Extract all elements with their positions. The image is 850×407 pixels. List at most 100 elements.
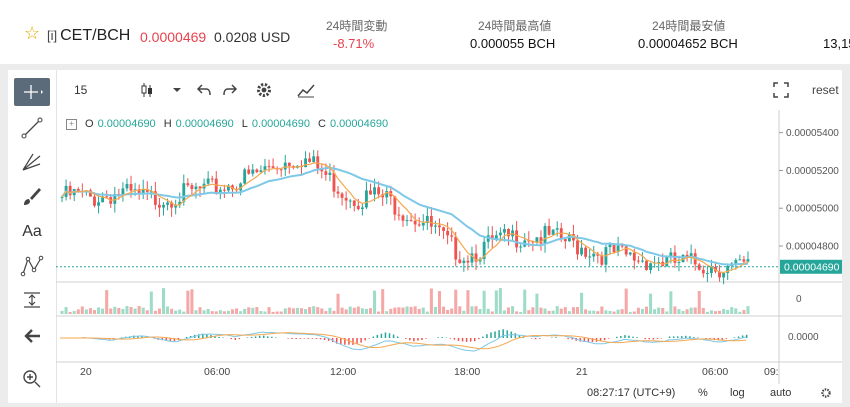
macd-histogram-bar xyxy=(360,338,362,343)
volume-bar xyxy=(543,308,547,314)
redo-button[interactable] xyxy=(222,81,238,99)
volume-bar xyxy=(580,292,584,314)
candle-body xyxy=(304,158,307,168)
reset-button[interactable]: reset xyxy=(812,81,839,99)
price-tick-label: 0.00005400 xyxy=(786,128,839,139)
candle-body xyxy=(60,196,64,198)
candle-body xyxy=(377,187,381,195)
volume-bar xyxy=(563,307,567,314)
candles-layer xyxy=(60,149,750,285)
candle-body xyxy=(624,246,628,255)
macd-zero-label: 0.0000 xyxy=(788,332,819,343)
volume-bar xyxy=(377,311,381,314)
volume-bar xyxy=(279,311,283,314)
volume-bar xyxy=(685,309,689,314)
candle-body xyxy=(365,190,368,208)
chart-type-dropdown[interactable] xyxy=(172,81,182,99)
candle-body xyxy=(620,245,624,247)
volume-bar xyxy=(454,289,458,314)
volume-bar xyxy=(433,306,437,314)
volume-bar xyxy=(97,307,101,314)
collapse-legend-icon[interactable]: + xyxy=(66,118,77,130)
log-toggle[interactable]: log xyxy=(730,387,745,399)
high-value: 0.000055 BCH xyxy=(470,36,556,51)
percent-toggle[interactable]: % xyxy=(698,387,708,399)
measure-tool[interactable] xyxy=(14,286,50,314)
volume-bar xyxy=(291,308,295,314)
price-tick-label: 0.00005000 xyxy=(786,204,839,215)
candle-body xyxy=(494,235,498,240)
candle-body xyxy=(344,197,348,201)
volume-bar xyxy=(157,308,161,314)
volume-bar xyxy=(324,311,328,314)
interval-selector[interactable]: 15 xyxy=(74,81,87,99)
trend-line-tool[interactable] xyxy=(14,114,50,142)
price-chart[interactable]: 0.00005400 0.00005200 0.00005000 0.00004800… xyxy=(8,70,842,384)
candle-body xyxy=(482,241,486,259)
macd-histogram-bar xyxy=(352,338,354,345)
chart-type-button[interactable] xyxy=(140,81,154,99)
high-label: 24時間最高値 xyxy=(478,19,552,33)
zoom-tool[interactable] xyxy=(14,364,50,392)
macd-histogram-bar xyxy=(571,338,573,340)
candle-body xyxy=(348,200,352,202)
macd-histogram-bar xyxy=(668,336,671,338)
undo-button[interactable] xyxy=(196,81,212,99)
favorite-star-icon[interactable]: ☆ xyxy=(24,23,41,43)
volume-bar xyxy=(693,307,697,314)
macd-histogram-bar xyxy=(514,333,517,338)
volume-bar xyxy=(344,309,348,314)
candle-body xyxy=(632,252,636,261)
arrow-left-icon xyxy=(24,329,40,343)
candle-body xyxy=(551,229,555,235)
macd-histogram-bar xyxy=(583,338,586,342)
remove-tool[interactable] xyxy=(14,322,50,350)
macd-histogram-bar xyxy=(721,338,724,340)
candle-body xyxy=(170,202,174,208)
candle-body xyxy=(210,178,214,180)
macd-histogram-bar xyxy=(291,338,293,339)
fullscreen-button[interactable] xyxy=(772,81,790,99)
settings-button[interactable] xyxy=(255,81,273,99)
brush-tool[interactable] xyxy=(14,182,50,210)
volume-bar xyxy=(584,309,588,314)
time-tick-label: 20 xyxy=(80,366,92,378)
chart-settings-gear-icon[interactable] xyxy=(820,387,832,399)
macd-histogram-bar xyxy=(214,335,216,338)
candle-body xyxy=(474,253,478,262)
macd-histogram-bar xyxy=(498,330,500,338)
volume-bar xyxy=(153,310,157,314)
volume-bar xyxy=(76,309,80,314)
low-label-ohlc: L xyxy=(241,118,248,130)
volume-bar xyxy=(170,308,174,314)
volume-bar xyxy=(105,290,109,314)
volume-bar xyxy=(417,308,421,314)
indicators-button[interactable] xyxy=(296,81,316,99)
candle-body xyxy=(446,230,450,236)
candle-body xyxy=(137,189,141,194)
volume-bar xyxy=(482,290,486,314)
macd-histogram-bar xyxy=(189,335,192,338)
auto-toggle[interactable]: auto xyxy=(770,387,792,399)
macd-histogram-bar xyxy=(396,336,399,338)
candle-body xyxy=(324,171,328,175)
pattern-tool[interactable] xyxy=(14,252,50,280)
chart-topbar: 15 reset xyxy=(56,70,842,110)
volume-value: 13,15 xyxy=(823,36,850,51)
candle-body xyxy=(174,205,178,208)
text-tool[interactable]: Aa xyxy=(14,218,50,246)
crosshair-tool[interactable] xyxy=(14,78,50,106)
volume-bar xyxy=(68,311,72,314)
candle-body xyxy=(113,194,117,204)
fib-tool[interactable] xyxy=(14,148,50,176)
volume-bar xyxy=(681,310,685,314)
macd-histogram-bar xyxy=(437,337,439,338)
candle-body xyxy=(227,185,230,191)
candle-body xyxy=(243,169,247,184)
candle-body xyxy=(255,169,259,173)
macd-histogram-bar xyxy=(258,335,261,338)
volume-bar xyxy=(336,293,340,314)
candle-body xyxy=(198,186,202,189)
volume-bar xyxy=(665,311,669,314)
candle-body xyxy=(705,272,709,274)
